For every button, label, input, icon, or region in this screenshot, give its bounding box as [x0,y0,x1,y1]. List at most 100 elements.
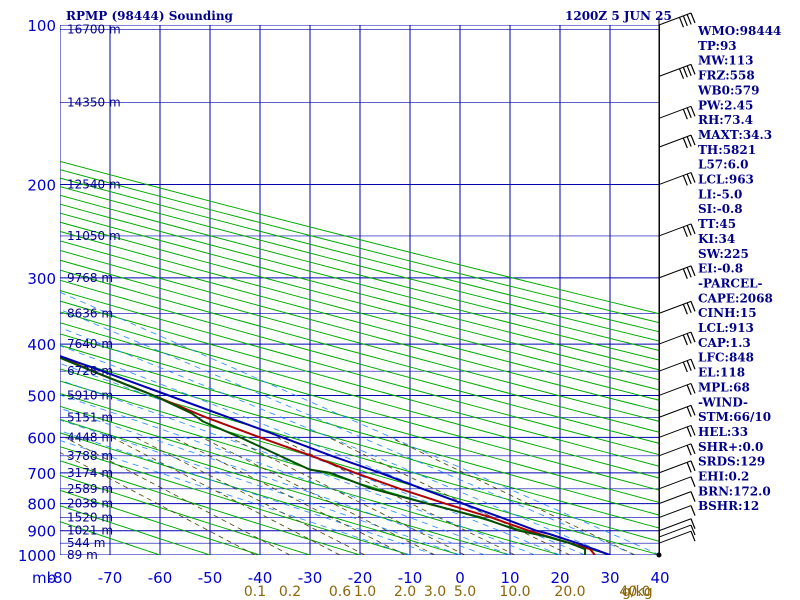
dry-adiabat-line [60,212,660,371]
barb-feather [690,476,696,488]
barb-feather [690,12,696,24]
barb-feather [682,108,688,120]
wind-barb [658,518,696,532]
barb-feather [686,14,692,25]
height-label: 4448 m [67,430,113,444]
index-value: BSHR:12 [698,499,759,513]
index-value: RH:73.4 [698,113,753,127]
pressure-tick-label: 300 [27,270,56,288]
wind-barb [658,12,696,28]
wind-profile [656,12,696,558]
barb-feather [690,505,696,516]
dry-adiabat-line [60,368,660,542]
wind-barb [658,63,696,79]
temperature-profile-line [60,355,596,555]
dry-adiabat-line [60,460,361,555]
temperature-tick-label: 40 [650,569,669,587]
barb-feather [690,265,696,277]
barb-feather [686,65,692,77]
temperature-tick-label: -50 [198,569,223,587]
dry-adiabat-line [60,177,660,333]
barb-feather [686,333,692,344]
wind-barb [658,300,696,315]
barb-feather [686,107,692,118]
barb-shaft [658,105,692,119]
barb-feather [682,268,688,279]
moist-adiabat-line [60,430,436,555]
mixing-ratio-line [60,451,256,555]
index-value: SW:225 [698,247,749,261]
barb-feather [690,524,696,536]
barb-feather [682,137,688,149]
dry-adiabat-line [60,322,660,491]
height-label: 1021 m [67,524,113,538]
barb-feather [678,68,685,79]
pressure-tick-label: 200 [27,177,56,195]
height-label: 8636 m [67,306,113,320]
barb-shaft [658,63,692,77]
index-value: CAPE:2068 [698,291,773,305]
index-value: LI:-5.0 [698,187,742,201]
wind-barb [658,382,696,396]
wind-barb [658,476,696,490]
barb-feather [690,425,696,436]
wind-barb [658,134,696,149]
height-label: 12540 m [67,178,121,192]
barb-shaft [658,223,692,237]
mixing-ratio-line [111,437,341,555]
barb-feather [686,445,692,456]
height-label: 5910 m [67,388,113,402]
temperature-tick-label: 0 [455,569,465,587]
barb-feather [682,334,688,346]
pressure-tick-label: 900 [27,523,56,541]
barb-feather [690,358,696,370]
barb-shaft [658,491,692,505]
dry-adiabat-line [60,300,660,467]
index-value: L57:6.0 [698,158,748,172]
pressure-axis: 100 200 300 400 500 600 700 800 900 1000 [18,17,56,565]
barb-shaft [658,518,692,532]
barb-feather [690,491,696,502]
moist-adiabat-line [60,407,486,555]
moist-adiabat-line [60,309,636,555]
barb-shaft [658,265,692,279]
barb-shaft [658,12,692,26]
dry-adiabat-line [60,290,660,456]
barb-shaft [658,300,692,314]
barb-feather [686,225,692,236]
dry-adiabat-line [60,505,211,555]
barb-feather [682,15,688,27]
mixing-ratio-line [173,437,406,555]
barb-shaft [658,424,692,438]
mixing-ratio-line [201,437,436,555]
temperature-tick-label: -30 [298,569,323,587]
barb-feather [690,530,696,542]
mixing-ratio-label: 1.0 [354,584,376,600]
temperature-tick-label: -40 [248,569,273,587]
barb-feather [690,301,696,312]
temperature-tick-label: 30 [600,569,619,587]
wind-barb [658,265,696,279]
height-label: 2589 m [67,482,113,496]
mixing-ratio-line [135,437,366,555]
height-label: 16700 m [67,23,121,37]
pressure-tick-label: 700 [27,465,56,483]
height-label: 7640 m [67,337,113,351]
barb-feather [690,172,696,183]
index-value: TH:5821 [698,143,756,157]
calm-wind-mark [656,552,662,558]
wind-barb [658,172,696,186]
dry-adiabat-line [60,432,461,555]
dry-adiabat-line [60,259,660,423]
barb-feather [686,384,692,396]
index-value: MPL:68 [698,380,750,394]
barb-shaft [658,443,692,457]
dry-adiabat-line [60,356,660,529]
index-value: WB0:579 [697,83,759,97]
barb-feather [686,173,692,185]
indices-panel: WMO:98444TP:93MW:113FRZ:558WB0:579PW:2.4… [697,24,781,513]
pressure-tick-label: 800 [27,496,56,514]
temperature-tick-label: 10 [500,569,519,587]
index-value: STM:66/10 [698,410,771,424]
